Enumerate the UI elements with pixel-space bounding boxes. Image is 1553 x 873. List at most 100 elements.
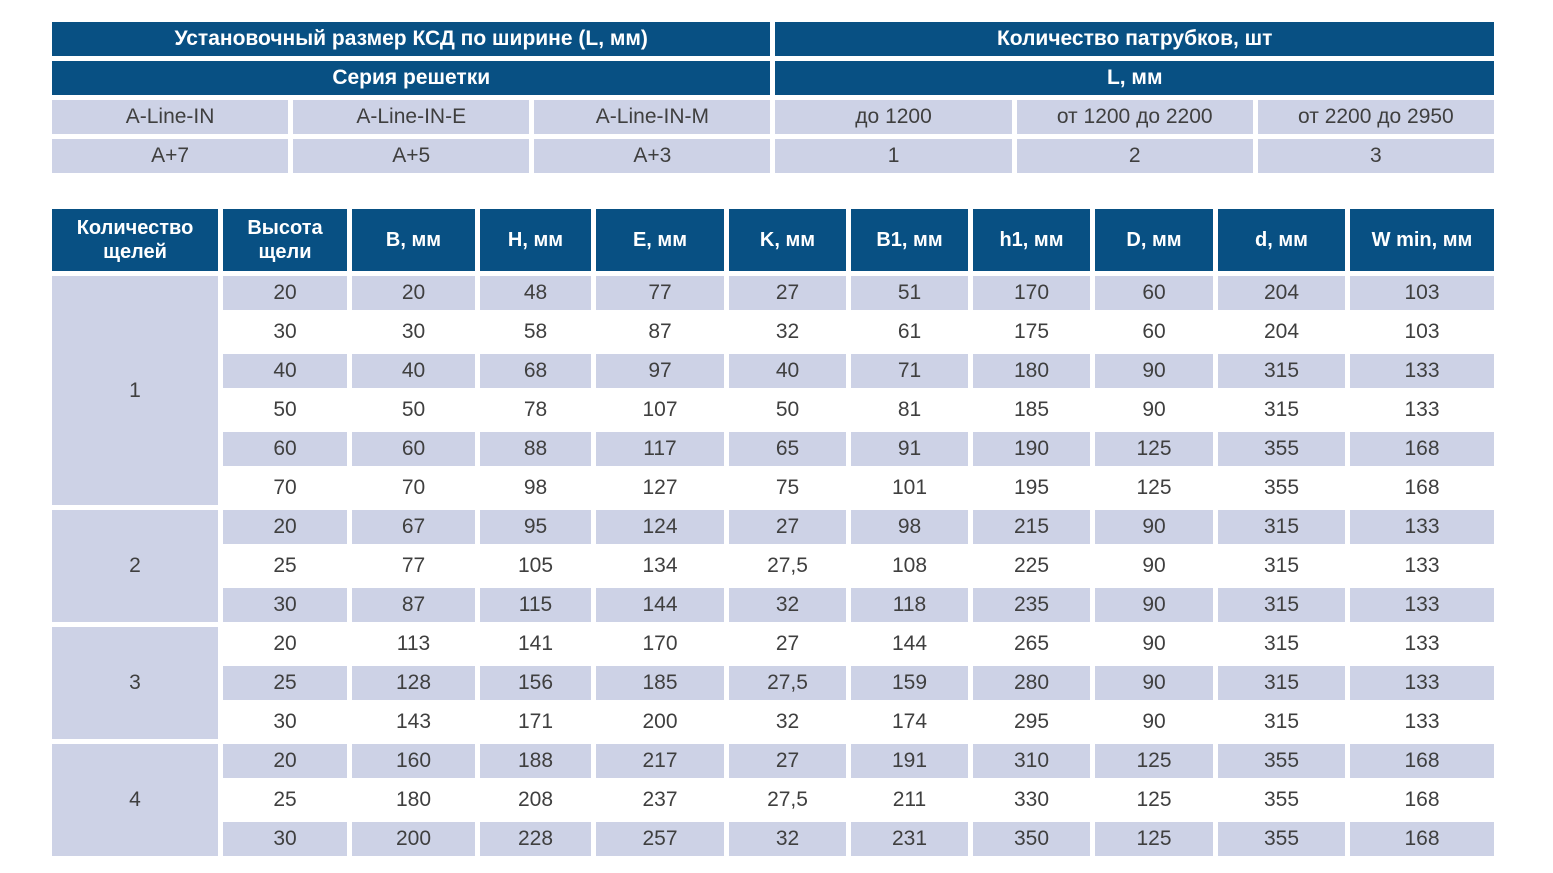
- table-cell: 141: [480, 627, 591, 661]
- col-header-k: K, мм: [729, 209, 846, 271]
- table-cell: 350: [973, 822, 1090, 856]
- table-cell: 133: [1350, 354, 1494, 388]
- table-cell: 30: [223, 705, 347, 739]
- table-row: Серия решетки L, мм: [52, 61, 1494, 95]
- table-cell: 195: [973, 471, 1090, 505]
- table-cell: 27: [729, 744, 846, 778]
- table-row: 1 20 20 48 77 27 51 170 60 204 103: [52, 276, 1494, 505]
- table-cell: 235: [973, 588, 1090, 622]
- table-cell: 67: [352, 510, 475, 544]
- table-cell: 315: [1218, 627, 1345, 661]
- table-cell: 188: [480, 744, 591, 778]
- table-cell: 51: [851, 276, 968, 310]
- table-cell: 32: [729, 315, 846, 349]
- table-cell: 315: [1218, 588, 1345, 622]
- table-cell: 20: [223, 510, 347, 544]
- table-cell: 133: [1350, 549, 1494, 583]
- series-value-cell: A+5: [293, 139, 530, 173]
- col-header-slot-height: Высота щели: [223, 209, 347, 271]
- length-range-cell: от 1200 до 2200: [1016, 100, 1253, 134]
- table-cell: 125: [1095, 783, 1213, 817]
- table-cell: 217: [596, 744, 724, 778]
- table-row: 25 77 105 134 27,5 108 225 90 315 133: [52, 549, 1494, 583]
- table-cell: 125: [1095, 822, 1213, 856]
- table-cell: 118: [851, 588, 968, 622]
- group-cell: 4: [52, 744, 218, 856]
- table-cell: 208: [480, 783, 591, 817]
- table-cell: 295: [973, 705, 1090, 739]
- table-cell: 156: [480, 666, 591, 700]
- table-cell: 60: [1095, 315, 1213, 349]
- table-cell: 133: [1350, 627, 1494, 661]
- nozzle-count-header: Количество патрубков, шт: [775, 22, 1494, 56]
- table-row: 3 20 113 141 170 27 144 265 90 315 133: [52, 627, 1494, 739]
- table-cell: 81: [851, 393, 968, 427]
- dimensions-table: Количество щелей Высота щели B, мм H, мм…: [47, 204, 1499, 861]
- table-cell: 355: [1218, 432, 1345, 466]
- table-cell: 117: [596, 432, 724, 466]
- install-size-and-nozzle-table: Установочный размер КСД по ширине (L, мм…: [47, 17, 1499, 178]
- table-cell: 315: [1218, 510, 1345, 544]
- table-cell: 315: [1218, 393, 1345, 427]
- table-cell: 215: [973, 510, 1090, 544]
- table-cell: 27,5: [729, 783, 846, 817]
- table-cell: 40: [729, 354, 846, 388]
- table-cell: 128: [352, 666, 475, 700]
- table-cell: 20: [223, 744, 347, 778]
- table-cell: 190: [973, 432, 1090, 466]
- table-cell: 103: [1350, 276, 1494, 310]
- col-header-h1: h1, мм: [973, 209, 1090, 271]
- table-cell: 168: [1350, 432, 1494, 466]
- table-cell: 168: [1350, 471, 1494, 505]
- table-cell: 90: [1095, 666, 1213, 700]
- table-row: 30 30 58 87 32 61 175 60 204 103: [52, 315, 1494, 349]
- table-cell: 91: [851, 432, 968, 466]
- table-cell: 315: [1218, 354, 1345, 388]
- table-cell: 280: [973, 666, 1090, 700]
- length-range-cell: до 1200: [775, 100, 1012, 134]
- table-cell: 60: [352, 432, 475, 466]
- table-cell: 90: [1095, 549, 1213, 583]
- table-cell: 90: [1095, 354, 1213, 388]
- table-cell: 168: [1350, 822, 1494, 856]
- col-header-b1: B1, мм: [851, 209, 968, 271]
- table-cell: 257: [596, 822, 724, 856]
- table-cell: 127: [596, 471, 724, 505]
- table-cell: 133: [1350, 393, 1494, 427]
- table-row: 25 128 156 185 27,5 159 280 90 315 133: [52, 666, 1494, 700]
- table-cell: 68: [480, 354, 591, 388]
- table-cell: 90: [1095, 588, 1213, 622]
- table-row: A+7 A+5 A+3 1 2 3: [52, 139, 1494, 173]
- table-cell: 180: [352, 783, 475, 817]
- table-cell: 355: [1218, 783, 1345, 817]
- table-cell: 125: [1095, 471, 1213, 505]
- table-cell: 98: [480, 471, 591, 505]
- table-cell: 77: [596, 276, 724, 310]
- table-cell: 87: [352, 588, 475, 622]
- table-row: A-Line-IN A-Line-IN-E A-Line-IN-M до 120…: [52, 100, 1494, 134]
- table-cell: 171: [480, 705, 591, 739]
- table-cell: 133: [1350, 666, 1494, 700]
- table-cell: 170: [596, 627, 724, 661]
- table-cell: 168: [1350, 744, 1494, 778]
- table-cell: 30: [223, 315, 347, 349]
- table-cell: 191: [851, 744, 968, 778]
- table-cell: 48: [480, 276, 591, 310]
- table-cell: 231: [851, 822, 968, 856]
- table-cell: 200: [352, 822, 475, 856]
- table-row: 2 20 67 95 124 27 98 215 90 315 133: [52, 510, 1494, 622]
- table-cell: 310: [973, 744, 1090, 778]
- table-cell: 133: [1350, 705, 1494, 739]
- table-cell: 60: [223, 432, 347, 466]
- table-cell: 90: [1095, 627, 1213, 661]
- table-cell: 185: [973, 393, 1090, 427]
- nozzle-count-cell: 2: [1016, 139, 1253, 173]
- table-cell: 101: [851, 471, 968, 505]
- series-cell: A-Line-IN: [52, 100, 289, 134]
- table-cell: 143: [352, 705, 475, 739]
- nozzle-count-cell: 3: [1257, 139, 1494, 173]
- table-cell: 25: [223, 549, 347, 583]
- table-cell: 315: [1218, 666, 1345, 700]
- table-cell: 50: [352, 393, 475, 427]
- col-header-w-min: W min, мм: [1350, 209, 1494, 271]
